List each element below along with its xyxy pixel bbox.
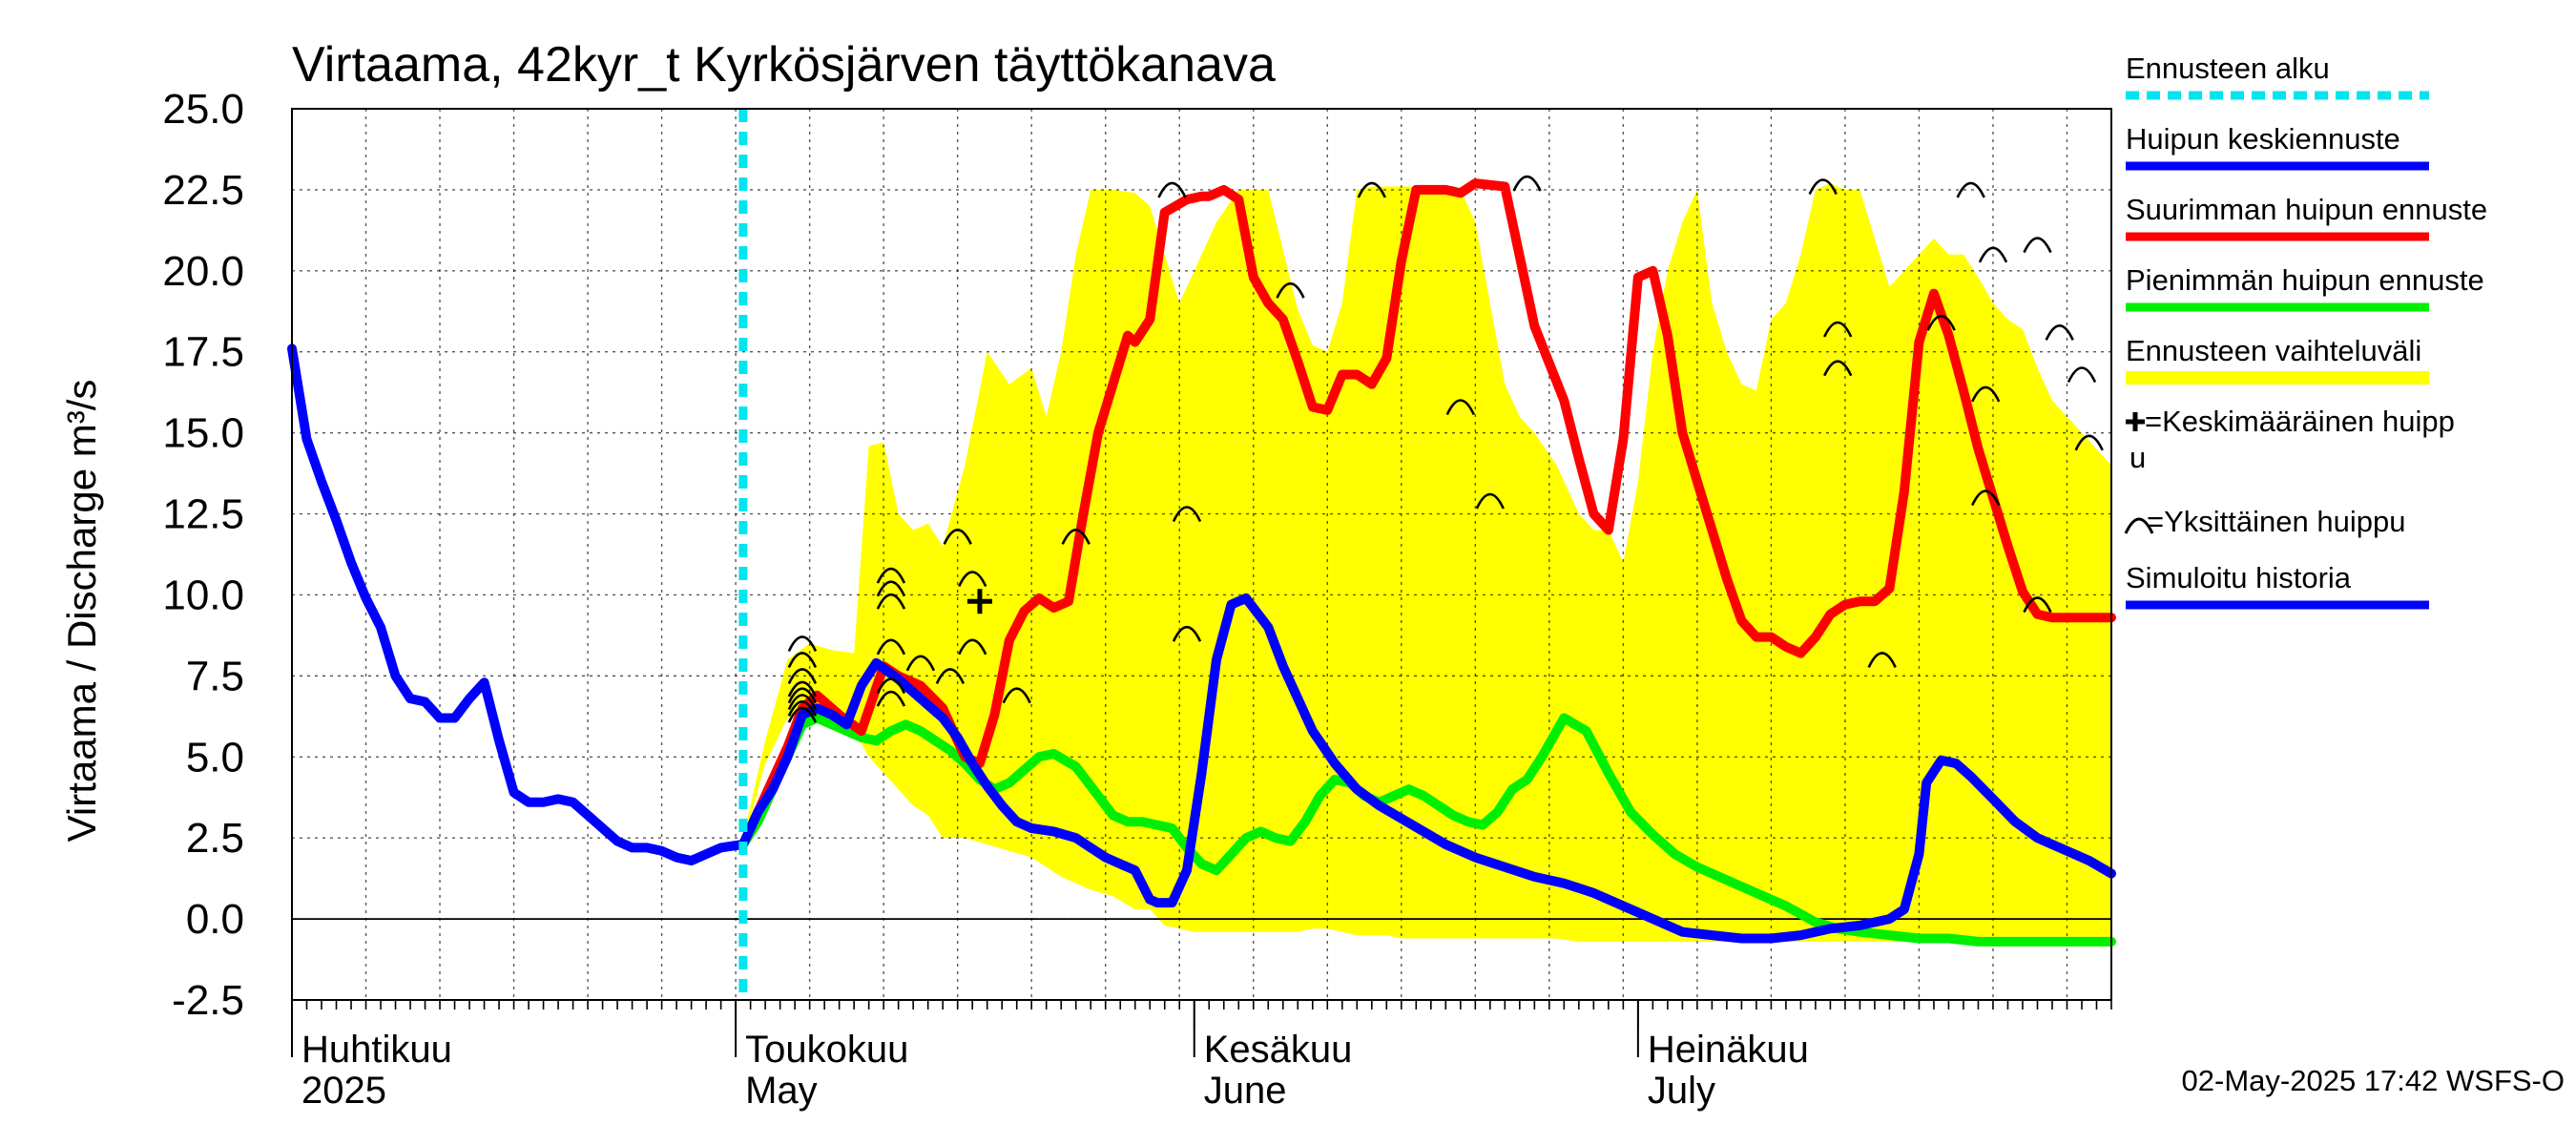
min-peak-forecast-line: [737, 713, 2116, 947]
individual-peak-marker: [876, 593, 906, 610]
y-tick-label: 15.0: [162, 410, 244, 457]
individual-peak-marker: [1061, 529, 1091, 545]
y-axis-label: Virtaama / Discharge m³/s: [59, 380, 104, 843]
individual-peak-marker: [1971, 385, 2001, 403]
mean-peak-marker: [966, 589, 992, 614]
individual-peak-marker: [1276, 281, 1305, 299]
y-tick-label: 10.0: [162, 572, 244, 618]
individual-peak-marker: [2074, 434, 2104, 451]
individual-peak-marker: [1445, 399, 1475, 416]
month-label: Toukokuu: [745, 1029, 908, 1071]
month-sublabel: May: [745, 1070, 818, 1112]
mean-peak-forecast-line: [737, 593, 2116, 944]
individual-peak-marker: [787, 694, 818, 711]
chart-title: Virtaama, 42kyr_t Kyrkösjärven täyttökan…: [292, 37, 1276, 93]
y-tick-label: 25.0: [162, 86, 244, 133]
individual-peak-marker: [2067, 366, 2097, 384]
individual-peak-marker: [1971, 489, 2001, 507]
max-peak-forecast-line: [737, 178, 2116, 849]
individual-peak-marker: [935, 668, 966, 684]
individual-peak-marker: [1475, 492, 1505, 510]
y-tick-label: 17.5: [162, 329, 244, 376]
month-sublabel: 2025: [301, 1070, 386, 1112]
individual-peak-marker: [787, 680, 818, 697]
legend-label: Pienimmän huipun ennuste: [2126, 263, 2484, 297]
plot-frame: [291, 108, 2112, 1001]
legend-label: =Keskimääräinen huipp: [2145, 405, 2455, 438]
individual-peak-marker: [905, 655, 936, 672]
individual-peak-marker: [876, 677, 906, 695]
legend-cross-symbol: [2126, 412, 2145, 431]
individual-peak-marker: [2023, 596, 2052, 614]
individual-peak-marker: [1956, 181, 1985, 198]
legend-arc-symbol: [2124, 517, 2154, 534]
individual-peak-marker: [876, 638, 906, 656]
individual-peak-marker: [787, 706, 818, 723]
individual-peak-marker: [1172, 506, 1202, 523]
legend: Ennusteen alku Huipun keskiennuste Suurimm…: [2124, 52, 2487, 610]
simulated-history-line: [287, 344, 748, 865]
month-sublabel: July: [1648, 1070, 1715, 1112]
y-tick-label: 22.5: [162, 167, 244, 214]
legend-label: =Yksittäinen huippu: [2147, 505, 2405, 538]
individual-peak-marker: [1823, 360, 1853, 377]
individual-peak-marker: [2045, 324, 2074, 341]
individual-peak-marker: [958, 571, 987, 588]
individual-peak-marker: [876, 567, 906, 584]
individual-peak-marker: [958, 638, 987, 656]
month-sublabel: June: [1204, 1070, 1287, 1112]
forecast-range-band: [742, 183, 2111, 942]
individual-peak-marker: [787, 700, 818, 717]
individual-peak-marker: [1808, 178, 1838, 196]
individual-peak-marker: [787, 652, 818, 668]
individual-peak-marker: [787, 687, 818, 704]
individual-peak-marker: [1172, 625, 1202, 642]
individual-peak-marker: [943, 529, 972, 545]
individual-peak-marker: [876, 690, 906, 707]
individual-peak-marker: [1978, 246, 2008, 263]
y-tick-label: 20.0: [162, 248, 244, 295]
y-tick-label: 7.5: [186, 653, 244, 699]
y-tick-label: 2.5: [186, 815, 244, 862]
individual-peak-marker: [787, 635, 818, 652]
y-tick-label: 0.0: [186, 896, 244, 943]
individual-peak-marker: [787, 668, 818, 684]
plot-area: 25.0 22.5 20.0 17.5 15.0 12.5 10.0 7.5 5.0 2.5 0.0…: [162, 86, 2116, 1112]
individual-peak-marker: [1867, 652, 1897, 668]
legend-label: Huipun keskiennuste: [2126, 122, 2400, 156]
legend-label: Ennusteen vaihteluväli: [2126, 334, 2421, 367]
individual-peak-marker: [1357, 181, 1386, 198]
legend-label: Ennusteen alku: [2126, 52, 2330, 85]
individual-peak-marker: [1002, 687, 1031, 704]
month-label: Heinäkuu: [1648, 1029, 1809, 1071]
legend-label-continued: u: [2129, 441, 2146, 474]
individual-peak-marker: [1157, 181, 1187, 198]
individual-peak-marker: [1823, 321, 1853, 338]
y-tick-label: 12.5: [162, 491, 244, 538]
month-label: Kesäkuu: [1204, 1029, 1353, 1071]
month-label: Huhtikuu: [301, 1029, 452, 1071]
individual-peak-marker: [876, 580, 906, 597]
legend-label: Simuloitu historia: [2126, 561, 2352, 594]
individual-peak-marker: [1926, 314, 1956, 331]
individual-peak-marker: [2023, 237, 2052, 254]
y-tick-label: 5.0: [186, 734, 244, 781]
legend-label: Suurimman huipun ennuste: [2126, 193, 2487, 226]
y-tick-label: -2.5: [172, 977, 244, 1024]
individual-peak-marker: [1512, 175, 1542, 192]
timestamp-footer: 02-May-2025 17:42 WSFS-O: [2182, 1064, 2565, 1097]
